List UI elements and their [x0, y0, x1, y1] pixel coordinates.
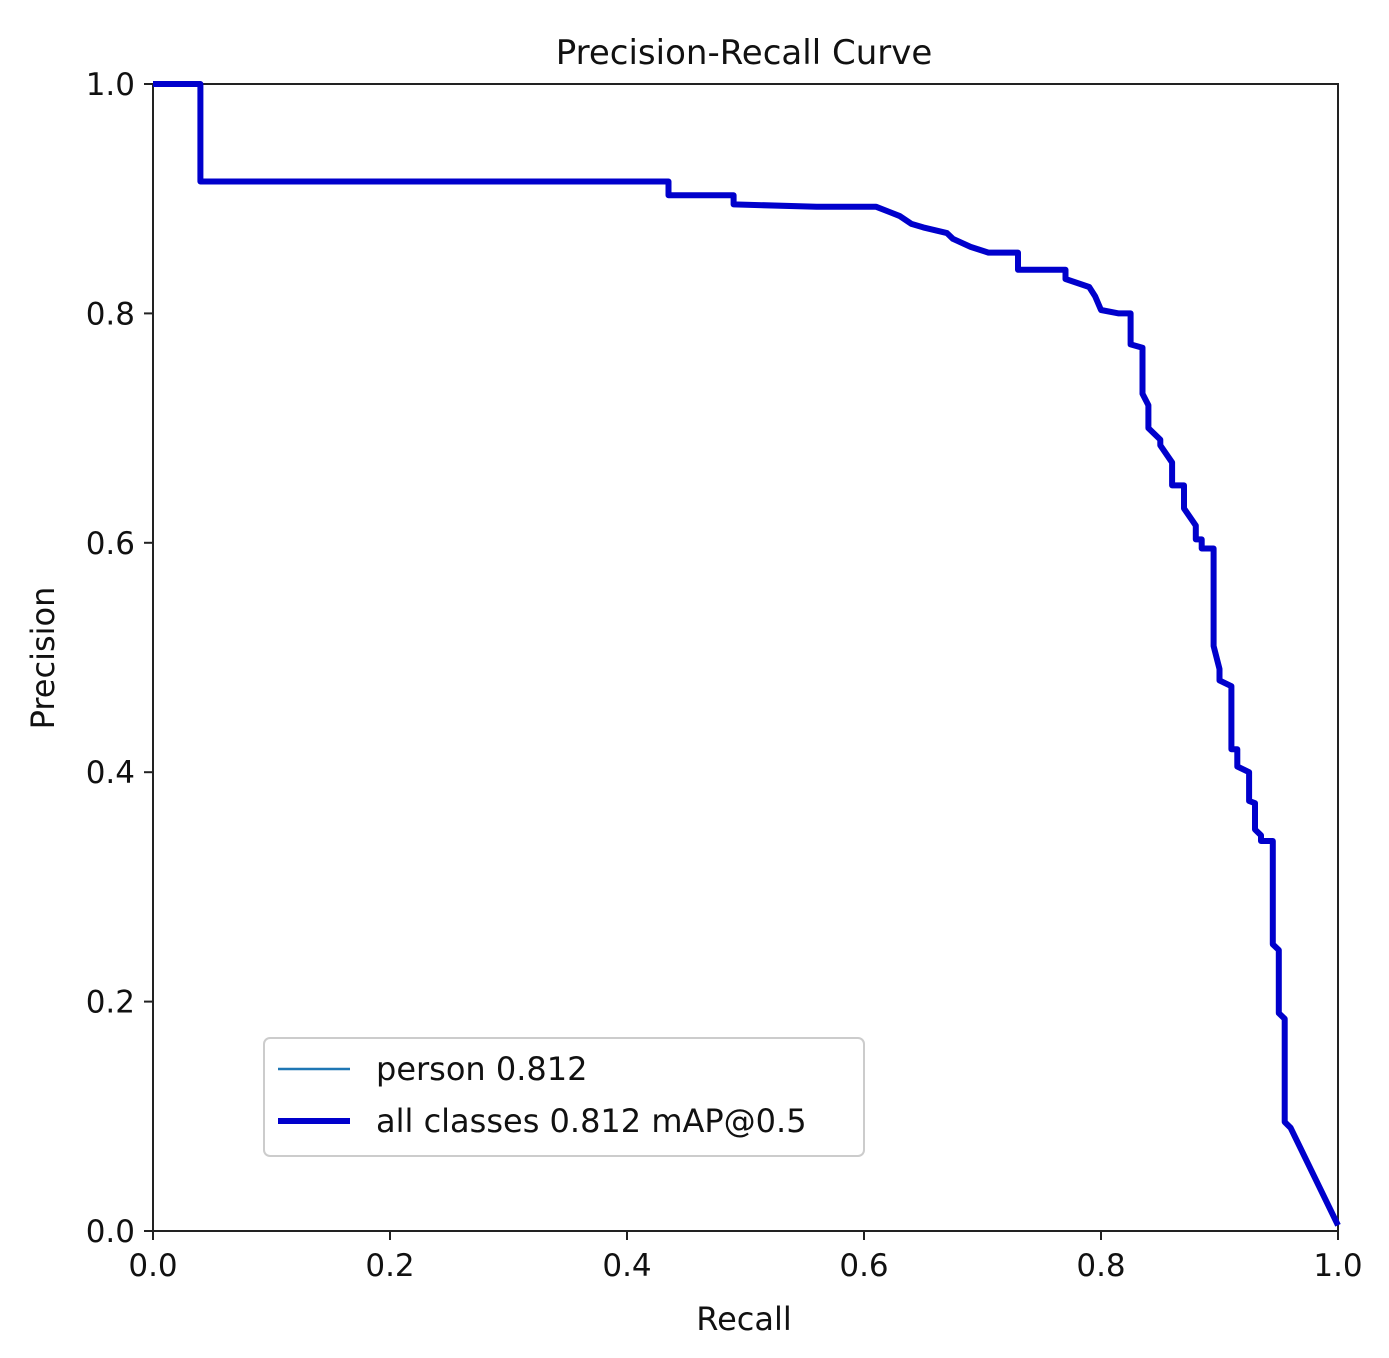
y-tick-label: 0.8 — [86, 296, 135, 332]
legend: person 0.812 all classes 0.812 mAP@0.5 — [263, 1037, 865, 1157]
x-tick-label: 0.8 — [1076, 1248, 1125, 1284]
x-tick-label: 0.2 — [365, 1248, 414, 1284]
y-tick-label: 1.0 — [86, 67, 135, 103]
y-tick-label: 0.6 — [86, 526, 135, 562]
x-tick-label: 0.0 — [128, 1248, 177, 1284]
x-tick-label: 1.0 — [1313, 1248, 1362, 1284]
y-axis-label: Precision — [24, 587, 62, 730]
y-axis-ticks: 0.0 0.2 0.4 0.6 0.8 1.0 — [86, 67, 153, 1250]
plot-area — [152, 83, 1339, 1232]
y-tick-label: 0.0 — [86, 1214, 135, 1250]
y-tick-label: 0.2 — [86, 985, 135, 1021]
y-tick-label: 0.4 — [86, 755, 135, 791]
chart-title: Precision-Recall Curve — [556, 33, 933, 73]
legend-label-all-classes: all classes 0.812 mAP@0.5 — [376, 1102, 807, 1140]
legend-box — [263, 1037, 865, 1157]
series-line-1 — [153, 81, 1341, 1227]
x-tick-label: 0.6 — [839, 1248, 888, 1284]
x-tick-label: 0.4 — [602, 1248, 651, 1284]
x-axis-label: Recall — [696, 1300, 791, 1338]
series-layer — [153, 81, 1341, 1227]
x-axis-ticks: 0.0 0.2 0.4 0.6 0.8 1.0 — [128, 1231, 1363, 1284]
legend-label-person: person 0.812 — [376, 1050, 587, 1088]
axes-frame — [152, 83, 1339, 1232]
